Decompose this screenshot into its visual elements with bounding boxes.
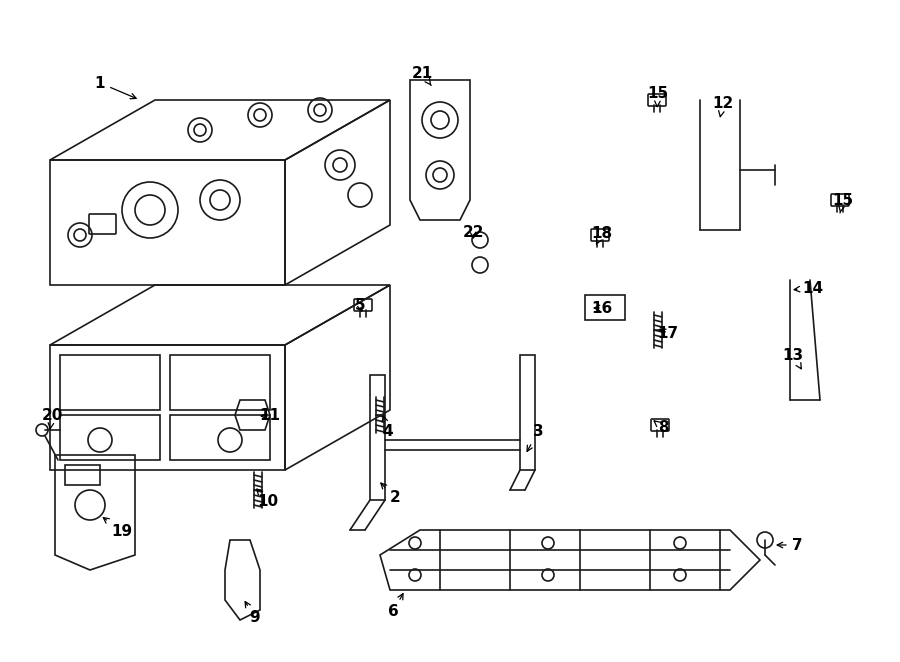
Text: 5: 5 (355, 297, 365, 312)
Text: 8: 8 (654, 420, 669, 436)
Bar (170, 355, 270, 410)
Text: 4: 4 (382, 416, 393, 440)
Text: 14: 14 (794, 281, 824, 295)
Text: 21: 21 (411, 66, 433, 85)
Text: 1: 1 (94, 75, 136, 99)
Text: 13: 13 (782, 348, 804, 369)
Text: 3: 3 (527, 424, 544, 451)
Text: 17: 17 (657, 326, 679, 340)
Bar (65, 465, 100, 485)
Text: 2: 2 (381, 483, 400, 506)
Text: 7: 7 (778, 538, 802, 553)
Bar (60, 415, 160, 460)
Text: 15: 15 (832, 193, 853, 213)
Text: 19: 19 (104, 518, 132, 540)
Text: 15: 15 (647, 85, 669, 107)
Text: 18: 18 (591, 226, 613, 244)
Bar (60, 355, 160, 410)
Text: 10: 10 (256, 489, 279, 510)
Text: 12: 12 (713, 95, 734, 117)
Text: 6: 6 (388, 594, 403, 620)
Text: 16: 16 (591, 301, 613, 316)
Text: 22: 22 (463, 224, 484, 240)
Text: 11: 11 (259, 408, 281, 424)
Text: 20: 20 (41, 408, 63, 429)
Bar (170, 415, 270, 460)
Text: 9: 9 (245, 602, 260, 626)
